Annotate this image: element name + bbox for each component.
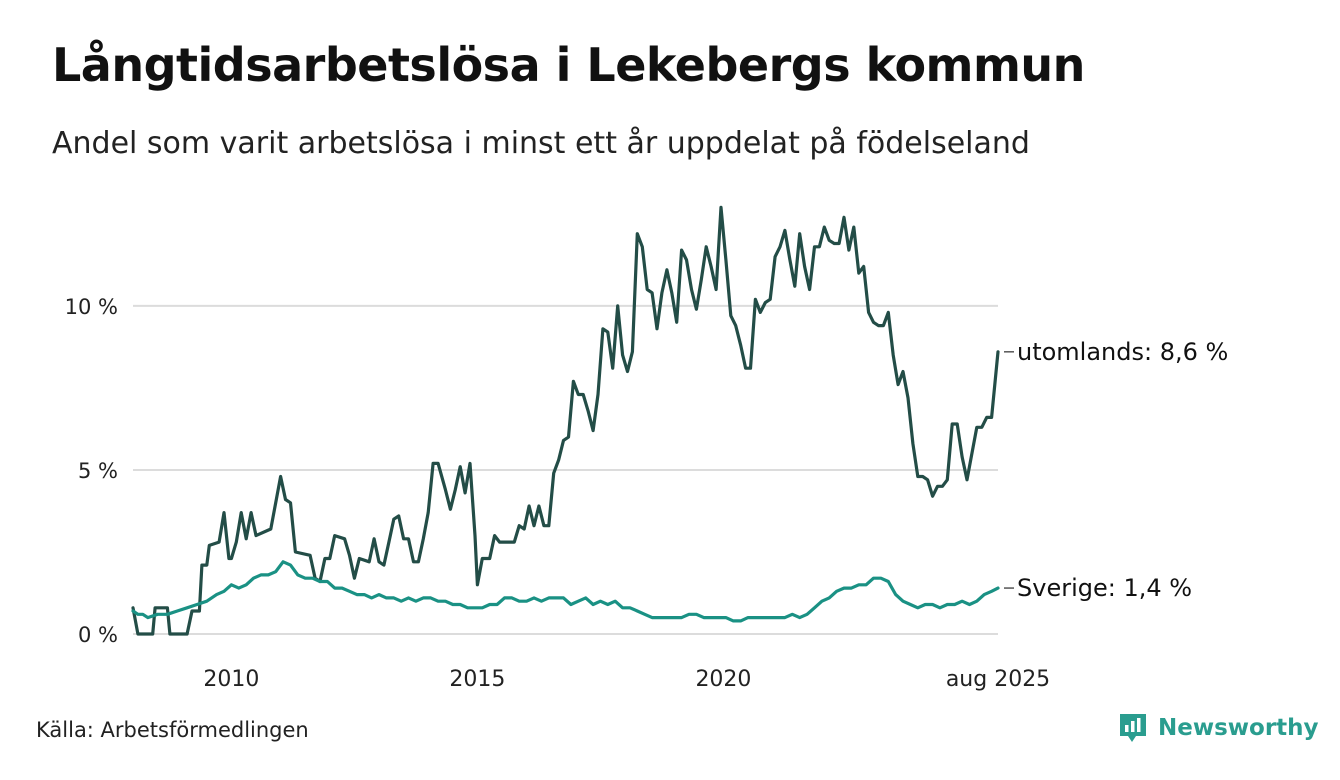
x-tick-label: 2010 — [203, 667, 259, 692]
x-tick-label: 2020 — [695, 667, 751, 692]
x-tick-label: aug 2025 — [946, 667, 1050, 692]
series-line-sverige — [131, 560, 1000, 623]
y-tick-label: 5 % — [78, 459, 118, 483]
grid-lines — [133, 304, 998, 635]
source-note: Källa: Arbetsförmedlingen — [36, 718, 309, 742]
y-axis-ticks: 0 % 5 % 10 % — [65, 295, 118, 647]
chart-subtitle: Andel som varit arbetslösa i minst ett å… — [52, 126, 1030, 161]
series-line-utomlands — [131, 205, 1000, 636]
newsworthy-logo-text: Newsworthy — [1158, 715, 1319, 741]
series-end-label-utomlands: utomlands: 8,6 % — [1017, 338, 1228, 366]
series-end-labels: utomlands: 8,6 % Sverige: 1,4 % — [1004, 338, 1228, 602]
y-tick-label: 10 % — [65, 295, 118, 319]
y-tick-label: 0 % — [78, 623, 118, 647]
chart-title: Långtidsarbetslösa i Lekebergs kommun — [52, 38, 1085, 92]
series-lines — [131, 205, 1000, 636]
series-end-label-sverige: Sverige: 1,4 % — [1017, 574, 1192, 602]
newsworthy-logo-icon — [1120, 714, 1146, 742]
x-tick-label: 2015 — [449, 667, 505, 692]
x-axis-ticks: 2010 2015 2020 aug 2025 — [203, 667, 1050, 692]
newsworthy-logo[interactable]: Newsworthy — [1118, 712, 1319, 744]
